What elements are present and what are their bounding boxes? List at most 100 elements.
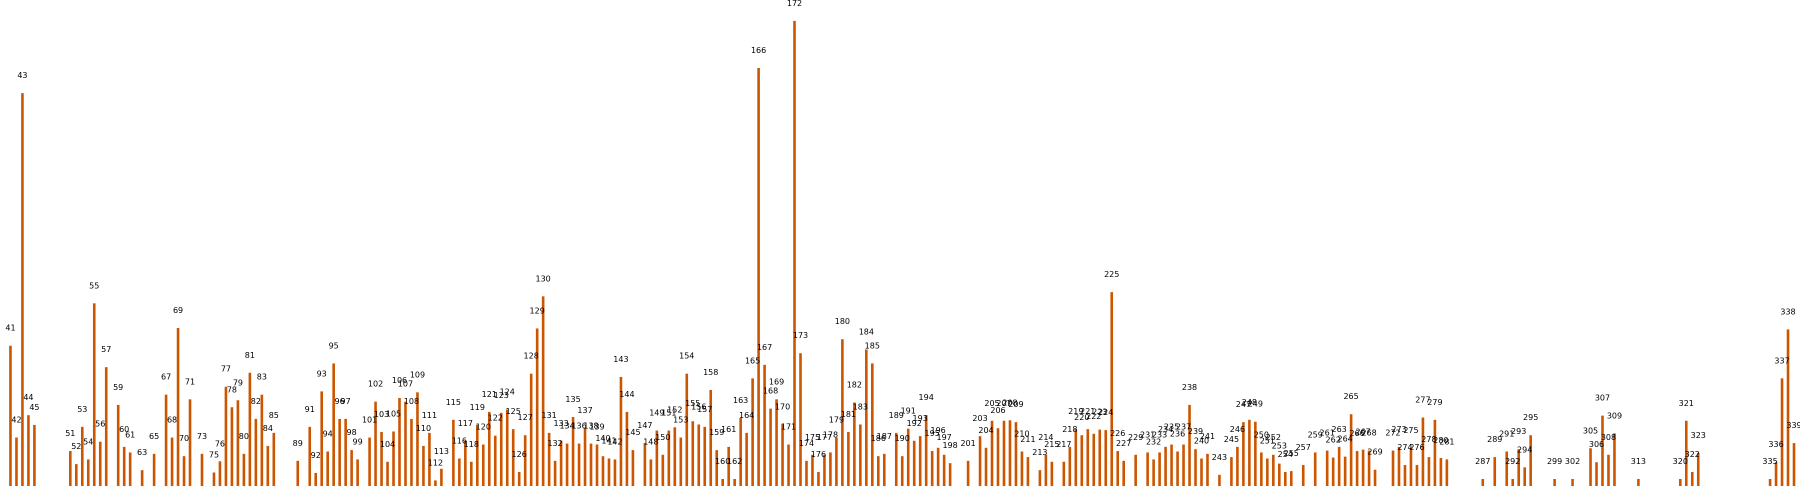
bar-203 <box>978 436 982 486</box>
bar-label-336: 336 <box>1768 440 1783 449</box>
bar-label-132: 132 <box>547 439 562 448</box>
bar-label-250: 250 <box>1254 430 1269 439</box>
bar-265 <box>1349 414 1353 486</box>
bar-label-221: 221 <box>1080 407 1095 416</box>
bar-label-83: 83 <box>257 373 267 382</box>
bar-255 <box>1289 471 1293 486</box>
bar-158 <box>709 390 713 486</box>
bar-291 <box>1505 451 1509 486</box>
bar-237 <box>1182 444 1185 486</box>
bar-label-291: 291 <box>1499 430 1514 439</box>
bar-167 <box>763 364 766 486</box>
bar-label-41: 41 <box>5 324 15 333</box>
bar-label-107: 107 <box>398 380 413 389</box>
bar-174 <box>805 460 808 486</box>
bar-227 <box>1122 460 1125 486</box>
bar-254 <box>1283 472 1287 486</box>
bar-label-205: 205 <box>984 399 999 408</box>
bar-label-106: 106 <box>392 376 407 385</box>
bar-label-63: 63 <box>137 448 147 457</box>
bar-43 <box>21 93 24 486</box>
bar-250 <box>1260 452 1263 486</box>
bar-279 <box>1433 419 1437 486</box>
bar-label-165: 165 <box>745 356 760 365</box>
bar-label-163: 163 <box>733 396 748 405</box>
bar-label-338: 338 <box>1780 307 1795 316</box>
bar-209 <box>1014 422 1018 486</box>
bar-163 <box>739 417 742 486</box>
bar-label-116: 116 <box>452 437 467 446</box>
bar-label-76: 76 <box>215 439 225 448</box>
bar-73 <box>200 453 204 486</box>
bar-label-295: 295 <box>1523 413 1538 422</box>
bar-label-302: 302 <box>1565 457 1580 466</box>
bar-label-219: 219 <box>1068 407 1083 416</box>
bar-60 <box>122 446 126 486</box>
bar-217 <box>1062 461 1066 486</box>
bar-215 <box>1050 461 1054 486</box>
bar-154 <box>685 373 689 486</box>
bar-label-128: 128 <box>524 352 539 361</box>
bar-label-96: 96 <box>335 397 345 406</box>
bar-label-184: 184 <box>859 327 874 336</box>
bar-label-133: 133 <box>553 419 568 428</box>
bar-54 <box>86 459 90 486</box>
bar-label-321: 321 <box>1679 399 1694 408</box>
bar-103 <box>380 431 383 486</box>
bar-label-196: 196 <box>931 426 946 435</box>
bar-261 <box>1325 450 1329 486</box>
bar-label-148: 148 <box>643 437 658 446</box>
bar-label-138: 138 <box>583 422 598 431</box>
bar-211 <box>1026 457 1030 486</box>
bar-label-217: 217 <box>1056 440 1071 449</box>
bar-208 <box>1008 420 1012 486</box>
bar-label-241: 241 <box>1200 432 1215 441</box>
bar-323 <box>1696 452 1700 486</box>
bar-198 <box>948 463 952 486</box>
bar-label-123: 123 <box>494 391 509 400</box>
bar-label-247: 247 <box>1236 400 1251 409</box>
bar-126 <box>517 472 521 486</box>
bar-63 <box>140 470 144 486</box>
bar-label-267: 267 <box>1355 428 1370 437</box>
bar-116 <box>458 458 461 486</box>
bar-label-293: 293 <box>1511 427 1526 436</box>
bar-240 <box>1200 458 1203 486</box>
bar-label-253: 253 <box>1272 442 1287 451</box>
bar-label-71: 71 <box>185 377 195 386</box>
bar-label-79: 79 <box>233 378 243 387</box>
bar-190 <box>900 456 904 486</box>
bar-98 <box>350 450 353 486</box>
bar-252 <box>1272 454 1275 486</box>
bar-226 <box>1116 451 1120 486</box>
bar-140 <box>601 456 605 486</box>
bar-44 <box>27 415 30 486</box>
bar-label-276: 276 <box>1409 443 1424 452</box>
bar-339 <box>1792 443 1796 486</box>
bar-196 <box>936 447 940 486</box>
bar-220 <box>1080 435 1084 486</box>
bar-label-252: 252 <box>1266 433 1281 442</box>
bar-92 <box>314 472 318 486</box>
bar-143 <box>619 376 623 486</box>
bar-label-308: 308 <box>1601 433 1616 442</box>
bar-128 <box>529 373 533 486</box>
bar-169 <box>775 399 778 486</box>
bar-277 <box>1421 417 1425 486</box>
bar-label-187: 187 <box>877 432 892 441</box>
bar-95 <box>332 363 335 486</box>
bar-206 <box>996 428 1000 486</box>
bar-label-292: 292 <box>1505 457 1520 466</box>
bar-label-335: 335 <box>1762 457 1777 466</box>
bar-label-122: 122 <box>488 414 503 423</box>
bar-label-135: 135 <box>565 395 580 404</box>
bar-label-84: 84 <box>263 424 273 433</box>
bar-52 <box>75 464 78 486</box>
bar-79 <box>236 400 240 486</box>
bar-275 <box>1409 447 1413 486</box>
bar-222 <box>1092 433 1096 486</box>
bar-175 <box>811 454 814 486</box>
bar-67 <box>164 394 168 486</box>
bar-235 <box>1170 444 1173 486</box>
